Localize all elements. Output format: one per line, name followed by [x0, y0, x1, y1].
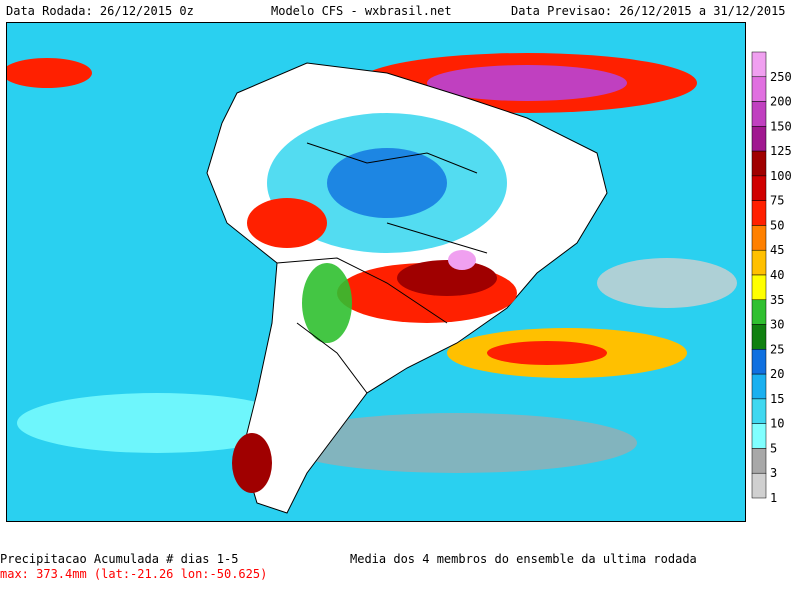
run-date-label: Data Rodada: 26/12/2015 0z: [6, 4, 194, 18]
legend-swatch: [751, 299, 767, 325]
color-scale-legend: 250 200 150 125 100 75 50 45 40 35 30 25 20 15 10 5 3 1: [750, 40, 800, 510]
legend-label: 125: [770, 144, 792, 158]
map-canvas: [7, 23, 745, 521]
legend-swatch: [751, 274, 767, 301]
land-precip-shading: [232, 113, 517, 493]
legend-swatch: [751, 51, 767, 78]
max-value-label: max: 373.4mm (lat:-21.26 lon:-50.625): [0, 567, 268, 581]
legend-swatch: [751, 423, 767, 449]
legend-label: 40: [770, 268, 784, 282]
legend-label: 5: [770, 441, 777, 455]
legend-swatch: [751, 448, 767, 474]
product-title: Precipitacao Acumulada # dias 1-5: [0, 552, 239, 566]
forecast-period-label: Data Previsao: 26/12/2015 a 31/12/2015: [511, 4, 786, 18]
legend-swatch: [751, 398, 767, 424]
legend-label: 20: [770, 367, 784, 381]
country-borders: [276, 142, 488, 394]
legend-swatch: [751, 101, 767, 127]
legend-swatch: [751, 249, 767, 276]
legend-swatch: [751, 472, 767, 499]
legend-label: 100: [770, 169, 792, 183]
legend-swatch: [751, 175, 767, 201]
legend-label: 3: [770, 466, 777, 480]
legend-swatch: [751, 126, 767, 152]
legend-swatch: [751, 150, 767, 177]
legend-swatch: [751, 373, 767, 400]
legend-label: 15: [770, 392, 784, 406]
legend-canvas: 250 200 150 125 100 75 50 45 40 35 30 25 20 15 10 5 3 1: [751, 51, 792, 505]
legend-label: 45: [770, 243, 784, 257]
legend-label: 150: [770, 119, 792, 133]
legend-label: 75: [770, 194, 784, 208]
legend-swatch: [751, 225, 767, 251]
legend-swatch: [751, 349, 767, 375]
legend-swatch: [751, 200, 767, 226]
legend-swatch: [751, 324, 767, 350]
legend-label: 50: [770, 218, 784, 232]
legend-label: 25: [770, 342, 784, 356]
legend-label: 1: [770, 491, 777, 505]
legend-label: 200: [770, 95, 792, 109]
model-title: Modelo CFS - wxbrasil.net: [271, 4, 452, 18]
legend-label: 35: [770, 293, 784, 307]
ensemble-note: Media dos 4 membros do ensemble da ultim…: [350, 552, 697, 566]
precipitation-map: [6, 22, 746, 522]
legend-label: 10: [770, 417, 784, 431]
legend-label: 250: [770, 70, 792, 84]
legend-label: 30: [770, 318, 784, 332]
legend-swatch: [751, 76, 767, 102]
